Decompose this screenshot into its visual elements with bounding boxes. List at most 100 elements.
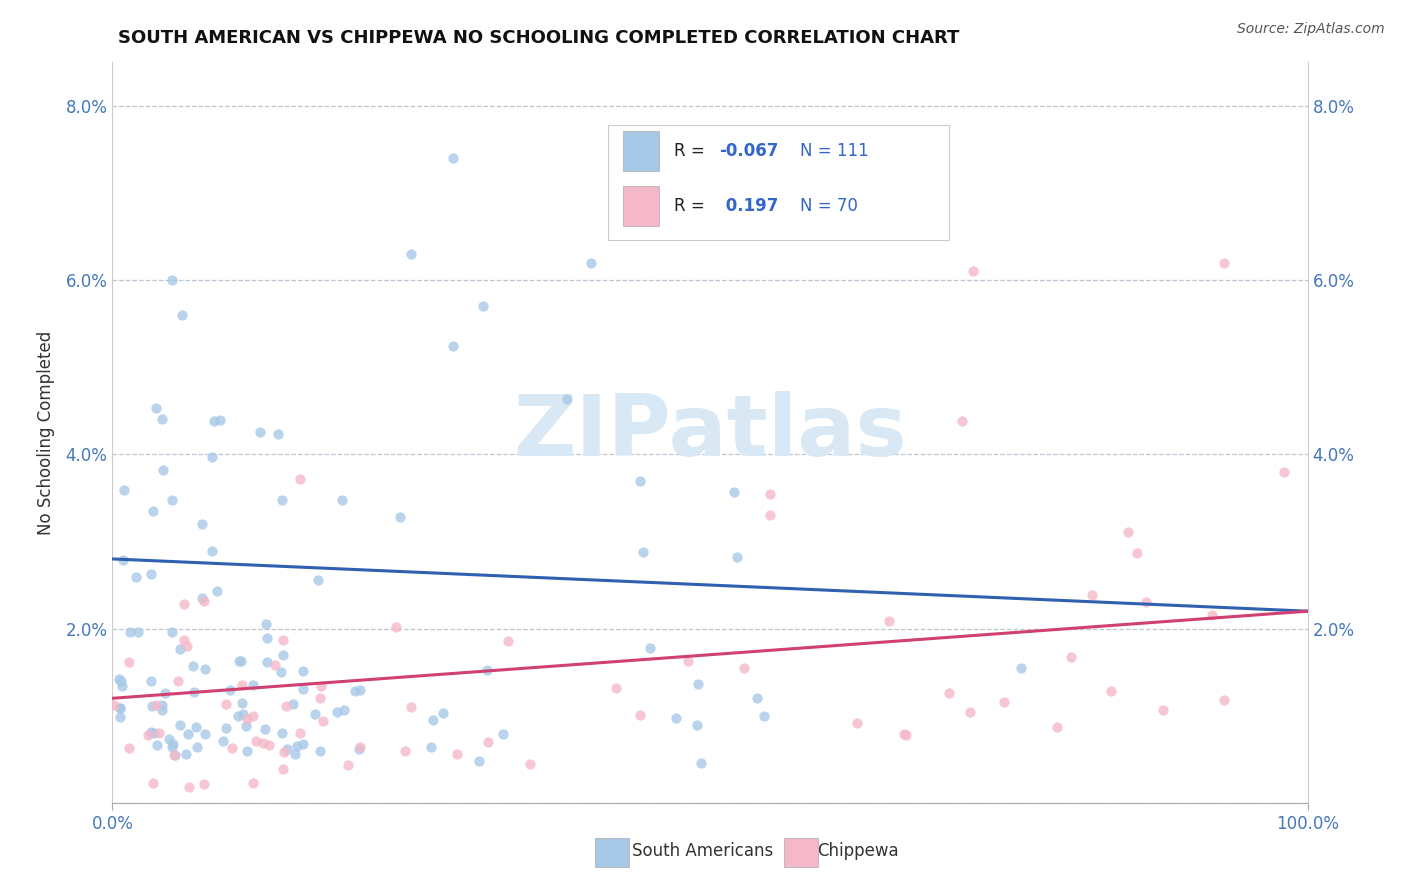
Point xyxy=(127,625,149,640)
FancyBboxPatch shape xyxy=(623,130,658,171)
Point xyxy=(384,620,406,634)
Point xyxy=(446,747,468,761)
Point xyxy=(226,708,249,723)
Point xyxy=(193,776,215,790)
Point xyxy=(441,151,464,165)
Point xyxy=(118,624,141,639)
Point xyxy=(215,697,238,711)
Point xyxy=(150,411,173,425)
Point xyxy=(304,707,326,722)
Point xyxy=(292,682,315,697)
Point xyxy=(165,748,187,763)
Point xyxy=(229,655,252,669)
Point xyxy=(1272,465,1295,479)
Point xyxy=(169,717,191,731)
Point xyxy=(191,591,214,605)
Point xyxy=(270,665,292,680)
Point xyxy=(759,486,782,500)
Point xyxy=(1099,684,1122,698)
Point xyxy=(332,703,354,717)
Point xyxy=(893,727,915,741)
Point xyxy=(432,706,454,721)
Point xyxy=(1152,703,1174,717)
Point xyxy=(221,741,243,756)
Point xyxy=(141,504,163,518)
Point xyxy=(231,696,253,710)
Point xyxy=(152,703,174,717)
Point xyxy=(125,569,148,583)
Point xyxy=(254,616,277,631)
Point xyxy=(186,740,208,755)
Point xyxy=(110,701,132,715)
Point xyxy=(194,727,217,741)
Point xyxy=(1135,595,1157,609)
Point xyxy=(475,663,498,677)
Point xyxy=(291,737,314,751)
Point xyxy=(194,662,217,676)
Point xyxy=(754,709,776,723)
Point xyxy=(205,583,228,598)
Point xyxy=(103,698,125,712)
Point xyxy=(307,573,329,587)
Point xyxy=(212,734,235,748)
Point xyxy=(253,722,276,736)
Point xyxy=(152,463,174,477)
Point xyxy=(1213,693,1236,707)
Point xyxy=(309,680,332,694)
Point xyxy=(236,743,259,757)
Point xyxy=(166,673,188,688)
Point xyxy=(193,594,215,608)
Point xyxy=(747,690,769,705)
Point xyxy=(169,642,191,657)
Point xyxy=(183,685,205,699)
Point xyxy=(235,718,257,732)
Point xyxy=(492,727,515,741)
Point xyxy=(162,624,184,639)
Point xyxy=(686,717,709,731)
Text: ZIPatlas: ZIPatlas xyxy=(513,391,907,475)
Point xyxy=(153,686,176,700)
Point xyxy=(498,634,520,648)
Point xyxy=(288,726,311,740)
Point xyxy=(174,747,197,761)
Point xyxy=(665,711,688,725)
Point xyxy=(112,483,135,497)
Point xyxy=(1060,649,1083,664)
Point xyxy=(218,683,240,698)
Point xyxy=(110,674,132,689)
Point xyxy=(472,299,495,313)
Text: South Americans: South Americans xyxy=(633,842,773,860)
Point xyxy=(555,392,578,406)
Point xyxy=(228,654,250,668)
Point xyxy=(952,414,974,428)
Point xyxy=(231,678,253,692)
Point xyxy=(256,655,278,669)
Point xyxy=(256,631,278,645)
Point xyxy=(628,474,651,488)
Point xyxy=(1213,256,1236,270)
Point xyxy=(993,695,1015,709)
Point xyxy=(605,681,627,695)
Point xyxy=(388,510,411,524)
Point xyxy=(145,401,167,416)
Y-axis label: No Schooling Completed: No Schooling Completed xyxy=(37,331,55,534)
Point xyxy=(723,485,745,500)
Point xyxy=(270,725,292,739)
Point xyxy=(1081,588,1104,602)
Point xyxy=(172,308,194,322)
Point xyxy=(879,614,901,628)
Point xyxy=(271,632,294,647)
Point xyxy=(160,739,183,754)
Text: Source: ZipAtlas.com: Source: ZipAtlas.com xyxy=(1237,22,1385,37)
Point xyxy=(579,256,602,270)
Point xyxy=(215,721,238,735)
Point xyxy=(276,742,298,756)
Point xyxy=(202,414,225,428)
Text: Chippewa: Chippewa xyxy=(818,842,900,860)
Point xyxy=(689,756,711,770)
Point xyxy=(252,736,274,750)
Point xyxy=(938,685,960,699)
FancyBboxPatch shape xyxy=(609,126,949,240)
Point xyxy=(401,247,423,261)
Point xyxy=(468,754,491,768)
